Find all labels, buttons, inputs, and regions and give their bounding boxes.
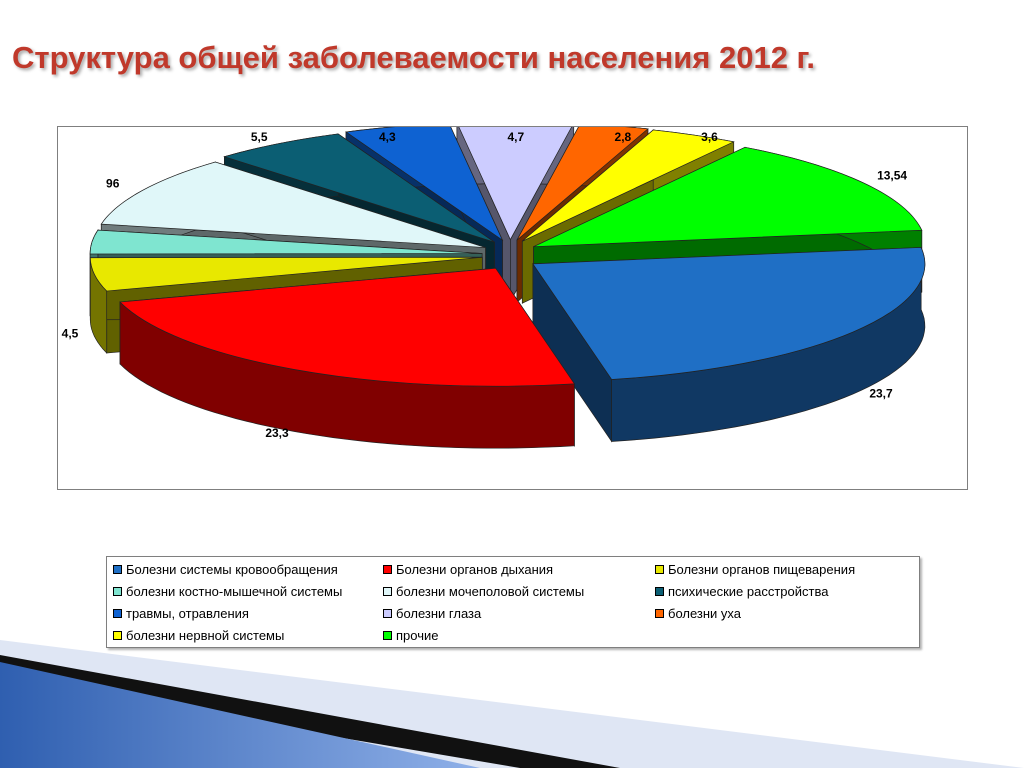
pie-data-label: 13,54 [877,168,907,182]
pie-data-label: 23,7 [869,387,893,401]
legend-item: болезни мочеполовой системы [383,583,655,599]
pie-slice-top [119,267,576,387]
pie-slice-top [223,133,495,243]
legend-label: болезни мочеполовой системы [396,583,585,599]
legend-item: Болезни органов дыхания [383,561,655,577]
legend-label: болезни костно-мышечной системы [126,583,343,599]
slide-title: Структура общей заболеваемости населения… [12,40,815,75]
chart-legend: Болезни системы кровообращения Болезни ор… [106,556,920,648]
legend-item: Болезни органов пищеварения [655,561,915,577]
legend-item: болезни глаза [383,605,655,621]
legend-item: болезни костно-мышечной системы [113,583,383,599]
decor-black-stripe [0,655,620,768]
pie-data-label: 2,8 [615,130,632,144]
pie-slice-top [516,127,649,241]
legend-swatch [113,564,122,574]
pie-data-label: 96 [106,176,120,190]
pie-slice-top [532,247,926,380]
legend-swatch [113,586,122,596]
chart-area: 23,7 23,3 4,5 96 5,5 4,3 4,7 2,8 3,6 13,54 [57,126,968,490]
decor-blue-wedge [0,662,480,768]
legend-swatch [655,586,664,596]
pie-data-label: 23,3 [265,426,289,440]
legend-item: прочие [383,627,655,643]
pie-slice [532,247,926,443]
legend-item: психические расстройства [655,583,915,599]
legend-label: болезни нервной системы [126,627,285,643]
pie-data-label: 4,7 [507,130,524,144]
pie-slice-top [100,161,486,248]
pie-data-label: 5,5 [251,130,268,144]
legend-item: травмы, отравления [113,605,383,621]
legend-swatch [655,564,664,574]
pie-slice-top [522,129,735,242]
legend-label: Болезни органов пищеварения [668,561,856,577]
legend-item: Болезни системы кровообращения [113,561,383,577]
legend-label: Болезни системы кровообращения [126,561,338,577]
pie-slice-top [533,146,923,248]
legend-swatch [113,608,122,618]
legend-item: болезни нервной системы [113,627,383,643]
pie-slice-top [458,127,573,241]
pie-chart: 23,7 23,3 4,5 96 5,5 4,3 4,7 2,8 3,6 13,54 [62,127,926,449]
legend-label: Болезни органов дыхания [396,561,554,577]
legend-swatch [383,564,392,574]
legend-label: болезни уха [668,605,742,621]
legend-swatch [383,608,392,618]
pie-data-label: 4,5 [62,327,79,341]
legend-swatch [655,608,664,618]
pie-slice-top [89,229,483,255]
legend-label: психические расстройства [668,583,829,599]
legend-label: болезни глаза [396,605,482,621]
legend-label: травмы, отравления [126,605,249,621]
pie-data-label: 3,6 [701,130,718,144]
pie-data-label: 4,3 [379,130,396,144]
pie-slice-top [89,256,483,292]
legend-label: прочие [396,627,439,643]
legend-swatch [383,630,392,640]
legend-item: болезни уха [655,605,915,621]
legend-swatch [383,586,392,596]
pie-slice [119,267,576,449]
legend-swatch [113,630,122,640]
pie-slice-top [345,127,504,242]
